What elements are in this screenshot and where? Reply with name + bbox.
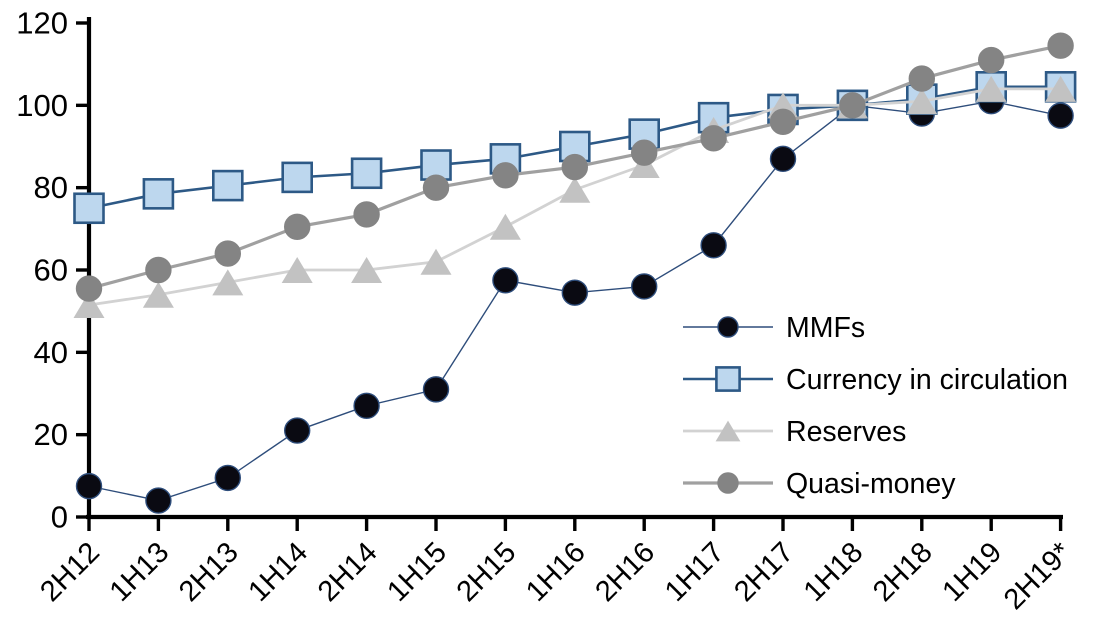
triangle-marker [142, 281, 174, 308]
triangle-marker [351, 257, 383, 283]
y-tick-label: 120 [16, 6, 68, 41]
circle-marker [284, 213, 311, 240]
square-marker [350, 157, 383, 190]
square-marker [281, 161, 314, 194]
x-tick-label: 2H17 [728, 536, 800, 608]
circle-marker [561, 153, 588, 181]
x-tick-label: 1H17 [659, 536, 731, 608]
circle-marker [561, 279, 588, 306]
triangle-marker [73, 291, 105, 318]
circle-marker [631, 139, 658, 166]
x-tick-label: 2H18 [867, 536, 939, 608]
y-tick-label: 40 [34, 335, 68, 370]
x-tick-label: 2H16 [589, 536, 661, 608]
circle-marker [284, 417, 311, 444]
circle-marker [1047, 32, 1074, 59]
triangle-legend-marker [715, 420, 741, 442]
legend-item: Reserves [683, 416, 906, 448]
x-tick-label: 1H18 [798, 536, 870, 608]
circle-marker [75, 275, 103, 302]
square-legend-marker [715, 366, 741, 392]
circle-marker [492, 267, 519, 294]
x-tick-label: 1H19 [936, 536, 1008, 608]
x-tick-label: 2H14 [312, 536, 384, 608]
legend-label: Quasi-money [786, 468, 956, 500]
square-marker [142, 178, 175, 210]
y-tick-label: 60 [34, 253, 68, 288]
circle-marker [769, 145, 797, 173]
circle-marker [769, 108, 797, 136]
y-tick-label: 0 [51, 500, 68, 535]
circle-marker [214, 464, 242, 492]
legend-item: Currency in circulation [683, 364, 1068, 396]
triangle-marker [559, 176, 591, 203]
legend-label: MMFs [786, 312, 865, 344]
x-tick-label: 2H13 [173, 536, 245, 608]
circle-legend-marker [717, 316, 739, 338]
y-tick-label: 100 [16, 88, 68, 123]
circle-marker [145, 487, 172, 514]
circle-marker [700, 125, 727, 152]
triangle-marker [420, 248, 452, 275]
y-tick-label: 80 [34, 170, 68, 205]
circle-marker [422, 376, 450, 403]
legend-label: Currency in circulation [786, 364, 1068, 396]
circle-marker [908, 65, 935, 92]
circle-marker [214, 240, 242, 267]
x-tick-label: 1H13 [104, 536, 176, 608]
square-marker [212, 169, 244, 202]
circle-marker [839, 92, 866, 119]
circle-marker [700, 232, 727, 259]
x-tick-label: 1H15 [381, 536, 453, 608]
x-tick-label: 1H14 [242, 536, 314, 608]
circle-marker [353, 392, 380, 420]
circle-legend-marker [717, 472, 739, 494]
circle-marker [422, 174, 450, 201]
x-tick-label: 2H12 [34, 536, 106, 608]
circle-marker [145, 256, 172, 284]
circle-marker [631, 273, 658, 300]
legend: MMFs Currency in circulation Reserves Quasi… [683, 312, 1068, 500]
triangle-marker [1045, 75, 1077, 102]
series-quasi-money [75, 32, 1074, 302]
legend-label: Reserves [786, 416, 906, 448]
x-tick-label: 1H16 [520, 536, 592, 608]
triangle-marker [906, 88, 938, 115]
circle-marker [75, 472, 103, 500]
triangle-marker [975, 75, 1007, 102]
circle-marker [353, 201, 380, 228]
legend-item: MMFs [683, 312, 865, 344]
triangle-marker [281, 257, 313, 283]
triangle-marker [489, 213, 521, 240]
x-tick-label: 2H15 [451, 536, 523, 608]
square-marker [73, 192, 105, 225]
y-tick-label: 20 [34, 417, 68, 452]
x-tick-label: 2H19* [998, 536, 1078, 616]
circle-marker [492, 162, 519, 189]
legend-item: Quasi-money [683, 468, 956, 500]
triangle-marker [212, 269, 244, 296]
circle-marker [978, 46, 1005, 74]
circle-marker [1047, 102, 1074, 129]
